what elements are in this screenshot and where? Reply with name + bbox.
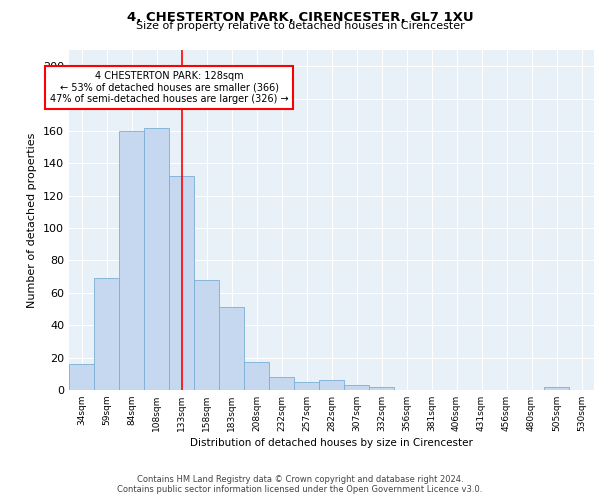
- Bar: [369, 387, 394, 390]
- Y-axis label: Number of detached properties: Number of detached properties: [28, 132, 37, 308]
- Bar: [169, 176, 194, 390]
- Bar: [344, 385, 369, 390]
- Bar: [94, 278, 119, 390]
- X-axis label: Distribution of detached houses by size in Cirencester: Distribution of detached houses by size …: [190, 438, 473, 448]
- Text: 4 CHESTERTON PARK: 128sqm
← 53% of detached houses are smaller (366)
47% of semi: 4 CHESTERTON PARK: 128sqm ← 53% of detac…: [50, 71, 289, 104]
- Bar: [144, 128, 169, 390]
- Bar: [119, 131, 144, 390]
- Bar: [294, 382, 319, 390]
- Bar: [69, 364, 94, 390]
- Text: Contains HM Land Registry data © Crown copyright and database right 2024.
Contai: Contains HM Land Registry data © Crown c…: [118, 474, 482, 494]
- Bar: [544, 387, 569, 390]
- Text: 4, CHESTERTON PARK, CIRENCESTER, GL7 1XU: 4, CHESTERTON PARK, CIRENCESTER, GL7 1XU: [127, 11, 473, 24]
- Bar: [319, 380, 344, 390]
- Bar: [269, 377, 294, 390]
- Bar: [194, 280, 219, 390]
- Bar: [244, 362, 269, 390]
- Bar: [219, 308, 244, 390]
- Text: Size of property relative to detached houses in Cirencester: Size of property relative to detached ho…: [136, 21, 464, 31]
